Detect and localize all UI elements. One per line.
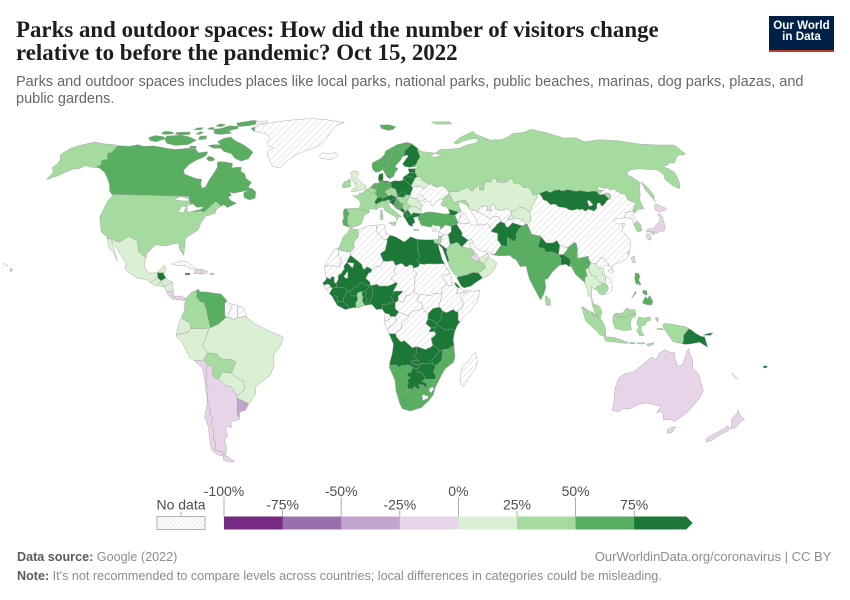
svg-text:-50%: -50%	[325, 483, 358, 499]
svg-text:75%: 75%	[620, 497, 648, 513]
svg-text:No data: No data	[156, 497, 205, 513]
svg-text:-25%: -25%	[383, 497, 416, 513]
svg-text:-75%: -75%	[266, 497, 299, 513]
svg-text:50%: 50%	[562, 483, 590, 499]
svg-text:-100%: -100%	[204, 483, 244, 499]
svg-text:0%: 0%	[448, 483, 468, 499]
svg-text:25%: 25%	[503, 497, 531, 513]
